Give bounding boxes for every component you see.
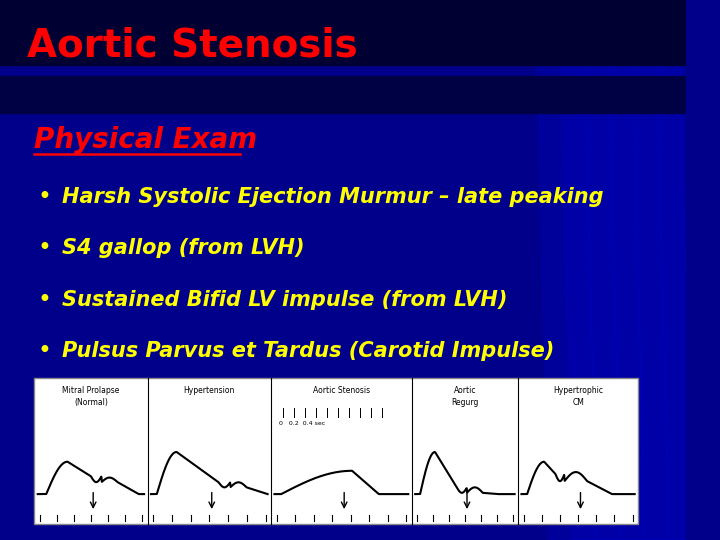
- Polygon shape: [583, 0, 645, 540]
- Polygon shape: [655, 0, 717, 540]
- Bar: [0, 76, 686, 113]
- Bar: [35, 378, 638, 524]
- Text: Hypertrophic: Hypertrophic: [553, 386, 603, 395]
- Text: 0   0.2  0.4 sec: 0 0.2 0.4 sec: [279, 421, 325, 426]
- Bar: [0, 0, 686, 65]
- Text: CM: CM: [572, 398, 584, 407]
- Text: Hypertension: Hypertension: [184, 386, 235, 395]
- Text: Physical Exam: Physical Exam: [35, 126, 258, 154]
- Text: Sustained Bifid LV impulse (from LVH): Sustained Bifid LV impulse (from LVH): [62, 289, 507, 310]
- Text: Aortic: Aortic: [454, 386, 476, 395]
- Polygon shape: [607, 0, 669, 540]
- Text: S4 gallop (from LVH): S4 gallop (from LVH): [62, 238, 305, 259]
- Text: (Normal): (Normal): [74, 398, 108, 407]
- Text: Aortic Stenosis: Aortic Stenosis: [312, 386, 370, 395]
- Text: •: •: [37, 237, 52, 260]
- Polygon shape: [631, 0, 693, 540]
- Text: Pulsus Parvus et Tardus (Carotid Impulse): Pulsus Parvus et Tardus (Carotid Impulse…: [62, 341, 554, 361]
- Text: Mitral Prolapse: Mitral Prolapse: [62, 386, 120, 395]
- Text: •: •: [37, 339, 52, 363]
- Text: Aortic Stenosis: Aortic Stenosis: [27, 27, 358, 65]
- Text: Regurg: Regurg: [451, 398, 479, 407]
- Text: Harsh Systolic Ejection Murmur – late peaking: Harsh Systolic Ejection Murmur – late pe…: [62, 187, 603, 207]
- Text: •: •: [37, 288, 52, 312]
- Text: •: •: [37, 185, 52, 209]
- Polygon shape: [535, 0, 597, 540]
- Polygon shape: [559, 0, 621, 540]
